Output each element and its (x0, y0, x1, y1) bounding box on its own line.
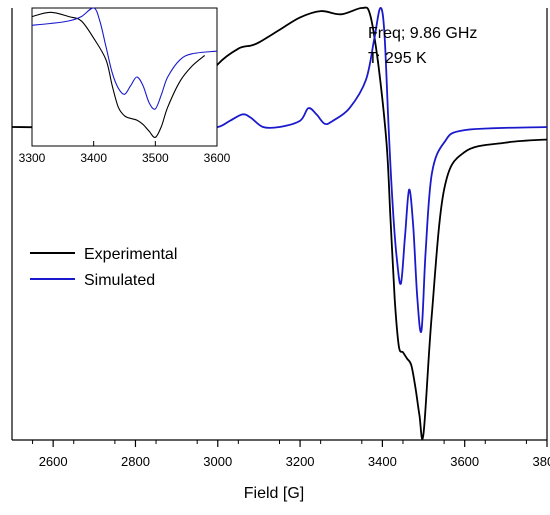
inset-x-tick-label-3400: 3400 (80, 151, 107, 165)
x-tick-label-3800: 3800 (533, 454, 550, 469)
x-axis-label: Field [G] (244, 485, 304, 502)
x-tick-label-2600: 2600 (39, 454, 68, 469)
inset-series-group (31, 7, 218, 139)
x-tick-label-2800: 2800 (121, 454, 150, 469)
x-tick-label-3400: 3400 (368, 454, 397, 469)
inset-series-line-simulated (31, 7, 218, 110)
x-axis-ticks: 2600 2800 3000 3200 3400 3600 3800 (32, 440, 550, 469)
inset-x-tick-label-3300: 3300 (19, 151, 46, 165)
inset-series-line-experimental (31, 11, 206, 139)
x-tick-label-3000: 3000 (203, 454, 232, 469)
legend-label-experimental: Experimental (84, 246, 177, 263)
inset-x-axis-ticks: 3300 3400 3500 3600 (19, 141, 231, 165)
x-tick-label-3600: 3600 (450, 454, 479, 469)
inset-x-tick-label-3600: 3600 (204, 151, 231, 165)
frequency-annotation: Freq; 9.86 GHz (368, 25, 477, 42)
inset-frame (31, 7, 218, 147)
legend-label-simulated: Simulated (84, 272, 155, 289)
x-tick-label-3200: 3200 (286, 454, 315, 469)
inset-chart: 3300 3400 3500 3600 (19, 7, 231, 165)
inset-x-tick-label-3500: 3500 (142, 151, 169, 165)
legend: Experimental Simulated (30, 246, 177, 289)
temperature-annotation: T; 295 K (368, 50, 427, 67)
